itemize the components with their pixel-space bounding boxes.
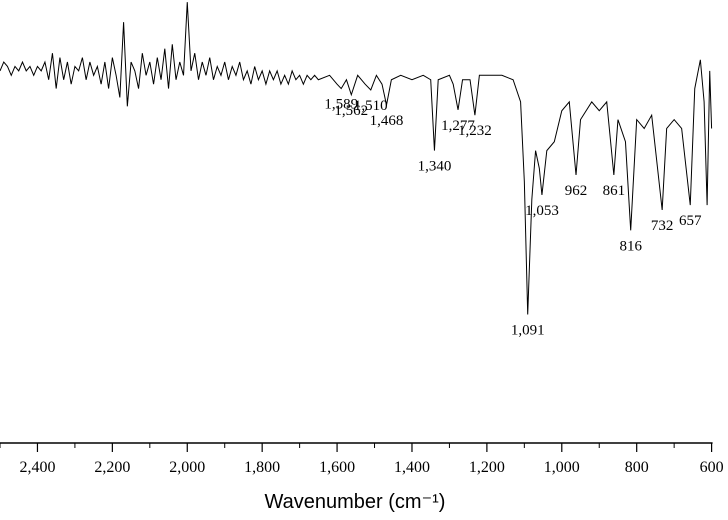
peak-label: 1,510 xyxy=(354,98,388,114)
peak-label: 1,053 xyxy=(525,203,559,219)
peak-label: 732 xyxy=(651,218,674,234)
peak-label: 1,468 xyxy=(370,113,404,129)
x-tick-label: 1,800 xyxy=(244,459,280,476)
peak-label: 1,091 xyxy=(511,323,545,339)
peak-label: 657 xyxy=(679,213,702,229)
peak-label: 1,340 xyxy=(418,159,452,175)
peak-label: 1,562 xyxy=(334,103,368,119)
x-tick-label: 2,000 xyxy=(169,459,205,476)
x-axis-title: Wavenumber (cm⁻¹) xyxy=(265,491,446,513)
x-tick-label: 2,400 xyxy=(19,459,55,476)
peak-label: 962 xyxy=(565,183,588,199)
x-tick-label: 1,600 xyxy=(319,459,355,476)
x-tick-label: 1,200 xyxy=(469,459,505,476)
x-tick-label: 2,200 xyxy=(94,459,130,476)
x-tick-label: 600 xyxy=(700,459,724,476)
x-tick-label: 800 xyxy=(625,459,649,476)
peak-label: 861 xyxy=(603,183,626,199)
peak-label: 1,277 xyxy=(441,118,475,134)
x-tick-label: 1,000 xyxy=(544,459,580,476)
peak-label: 816 xyxy=(619,238,642,254)
peak-label: 1,589 xyxy=(324,97,358,113)
peak-label: 1,232 xyxy=(458,123,492,139)
spectrum-line xyxy=(0,2,713,315)
x-tick-label: 1,400 xyxy=(394,459,430,476)
